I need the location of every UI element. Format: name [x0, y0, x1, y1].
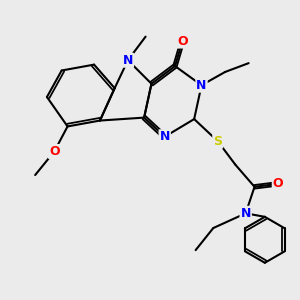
Text: N: N	[123, 54, 133, 67]
Text: O: O	[273, 177, 283, 190]
Text: O: O	[49, 145, 60, 158]
Text: S: S	[213, 135, 222, 148]
Text: O: O	[177, 34, 188, 48]
Text: N: N	[196, 79, 207, 92]
Text: N: N	[160, 130, 170, 143]
Text: N: N	[241, 207, 251, 220]
